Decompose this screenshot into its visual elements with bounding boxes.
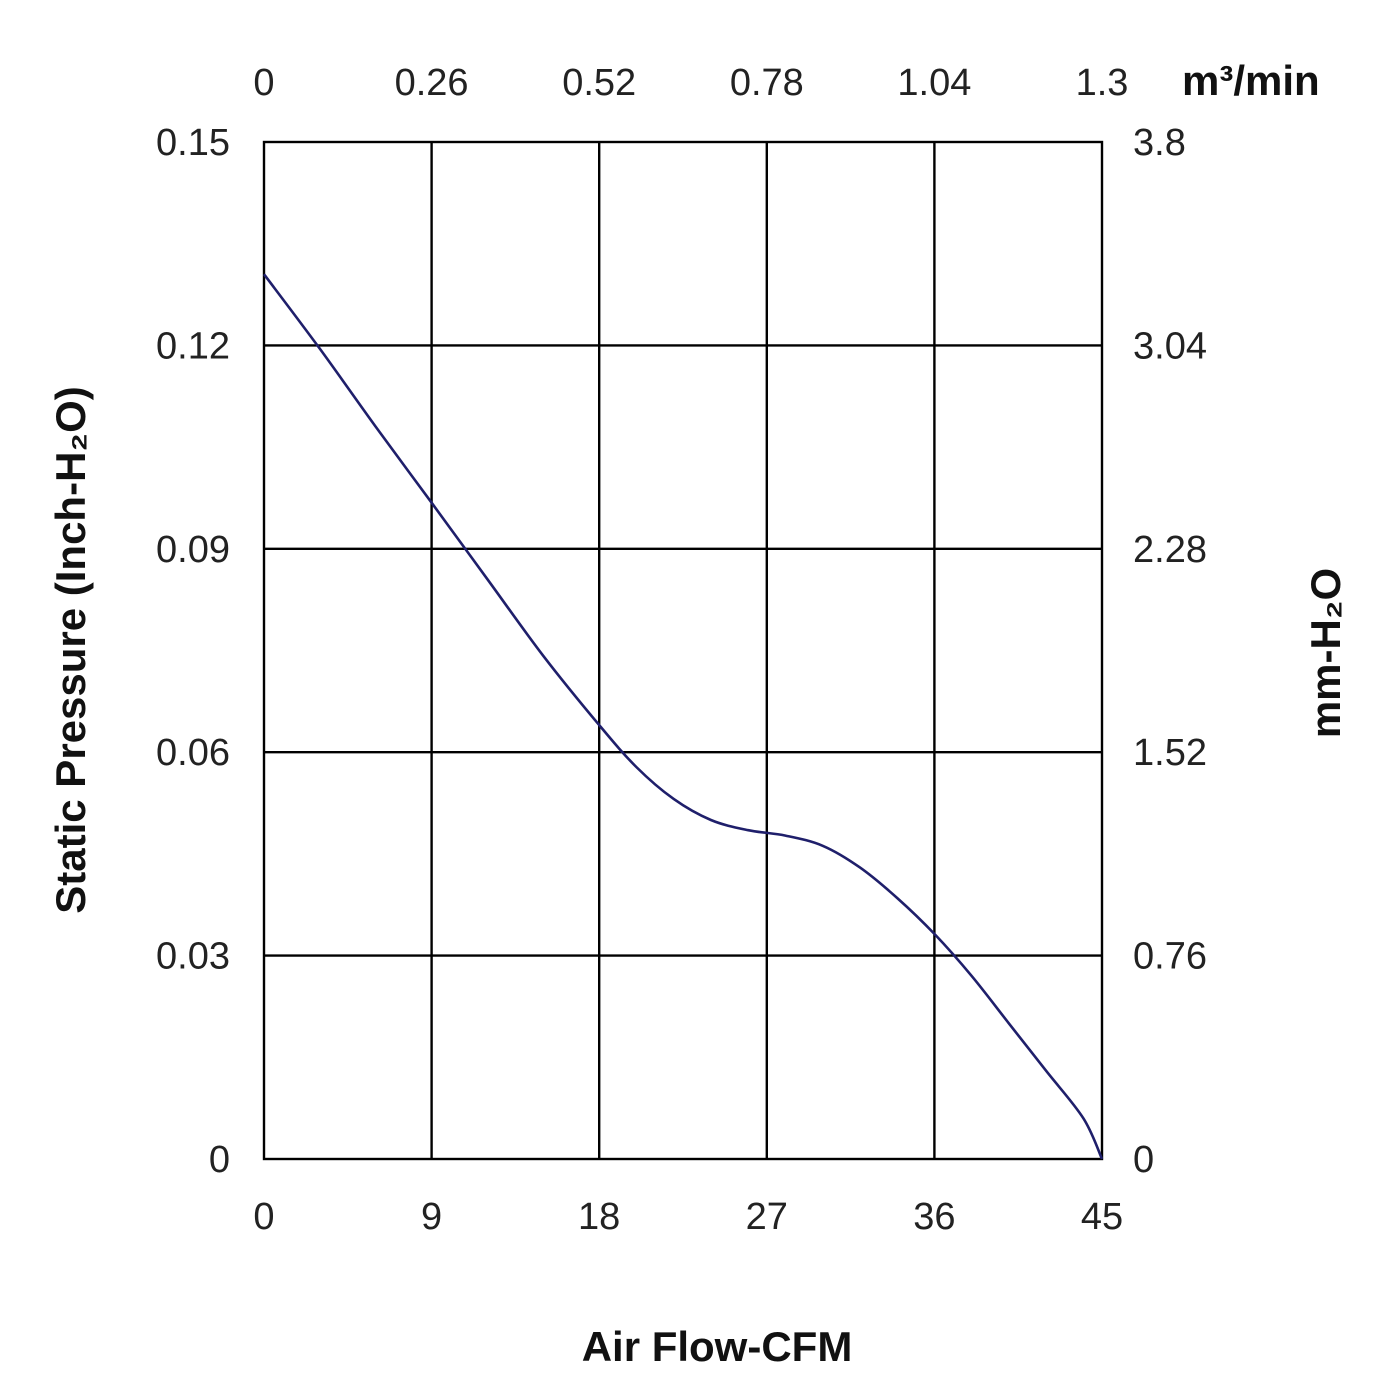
plot-frame xyxy=(262,140,1104,1161)
x-tick-label: 45 xyxy=(1081,1196,1123,1238)
x2-tick-label: 1.04 xyxy=(897,62,971,104)
x2-tick-label: 0.78 xyxy=(730,62,804,104)
y-tick-label: 0.03 xyxy=(156,936,230,978)
x2-tick-label: 0.52 xyxy=(562,62,636,104)
x-tick-label: 36 xyxy=(913,1196,955,1238)
grid-layer xyxy=(264,142,1102,1159)
y2-tick-label: 1.52 xyxy=(1133,732,1207,774)
y2-tick-label: 0 xyxy=(1133,1139,1154,1181)
y2-axis-title: mm-H₂O xyxy=(1302,568,1349,738)
x-axis-title: Air Flow-CFM xyxy=(582,1323,853,1370)
y2-tick-label: 3.04 xyxy=(1133,325,1207,367)
y-axis-title: Static Pressure (Inch-H₂O) xyxy=(47,386,94,913)
x2-axis-title: m³/min xyxy=(1182,57,1320,104)
pq-curve-line xyxy=(262,273,1104,1160)
x-tick-label: 9 xyxy=(421,1196,442,1238)
x2-tick-label: 1.3 xyxy=(1076,62,1129,104)
x-tick-label: 18 xyxy=(578,1196,620,1238)
y-tick-label: 0.09 xyxy=(156,529,230,571)
y-tick-label: 0.12 xyxy=(156,325,230,367)
y2-tick-label: 2.28 xyxy=(1133,529,1207,571)
series-layer xyxy=(262,273,1104,1160)
x2-tick-label: 0 xyxy=(253,62,274,104)
y-tick-label: 0 xyxy=(209,1139,230,1181)
y2-tick-label: 0.76 xyxy=(1133,936,1207,978)
x2-tick-label: 0.26 xyxy=(395,62,469,104)
x-tick-label: 27 xyxy=(746,1196,788,1238)
y-tick-label: 0.06 xyxy=(156,732,230,774)
y-tick-label: 0.15 xyxy=(156,122,230,164)
x-tick-label: 0 xyxy=(253,1196,274,1238)
y2-tick-label: 3.8 xyxy=(1133,122,1186,164)
